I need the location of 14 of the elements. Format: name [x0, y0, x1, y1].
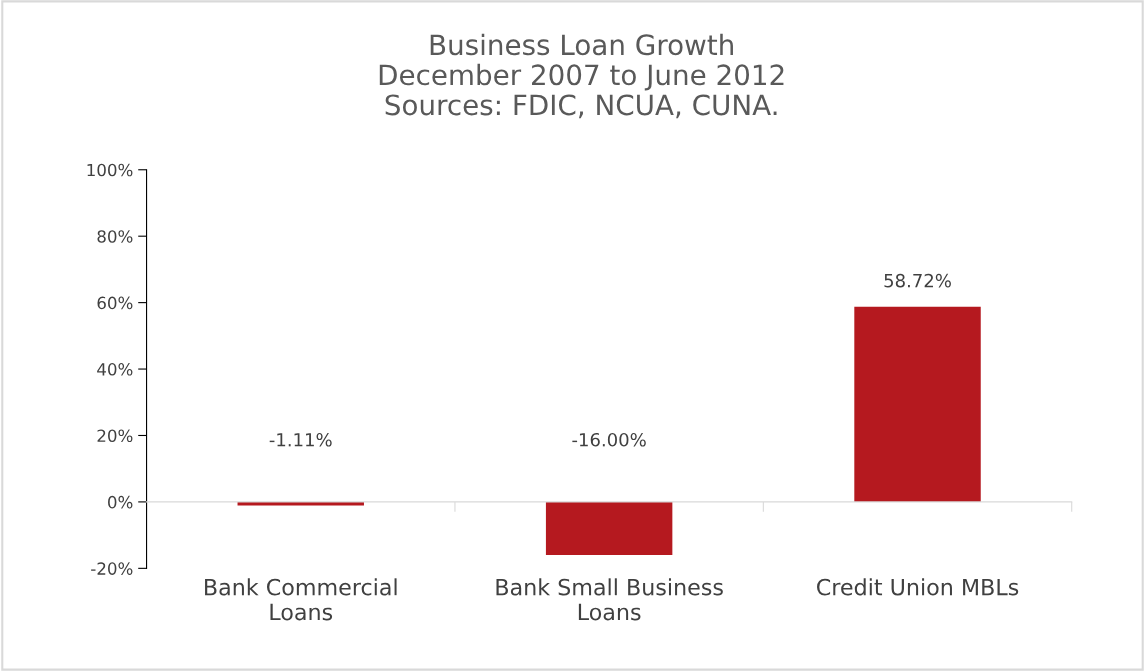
x-tick-label: Bank Small Business Loans — [496, 578, 723, 621]
data-label: -16.00% — [572, 432, 646, 447]
y-tick-label: 0% — [108, 495, 133, 509]
data-label: 58.72% — [884, 273, 951, 288]
data-label: -1.11% — [269, 432, 332, 447]
y-tick-label: -20% — [91, 562, 133, 575]
chart-title: Business Loan Growth December 2007 to June 2012 Sources: FDIC, NCUA, CUNA. — [379, 33, 784, 119]
y-tick-label: 100% — [87, 163, 133, 177]
x-tick-label: Credit Union MBLs — [817, 578, 1019, 596]
y-tick-label: 40% — [97, 363, 133, 376]
y-tick-label: 20% — [97, 429, 133, 443]
y-tick-label: 80% — [97, 230, 133, 243]
x-tick-label: Bank Commercial Loans — [205, 578, 397, 621]
y-tick-label: 60% — [97, 296, 133, 310]
